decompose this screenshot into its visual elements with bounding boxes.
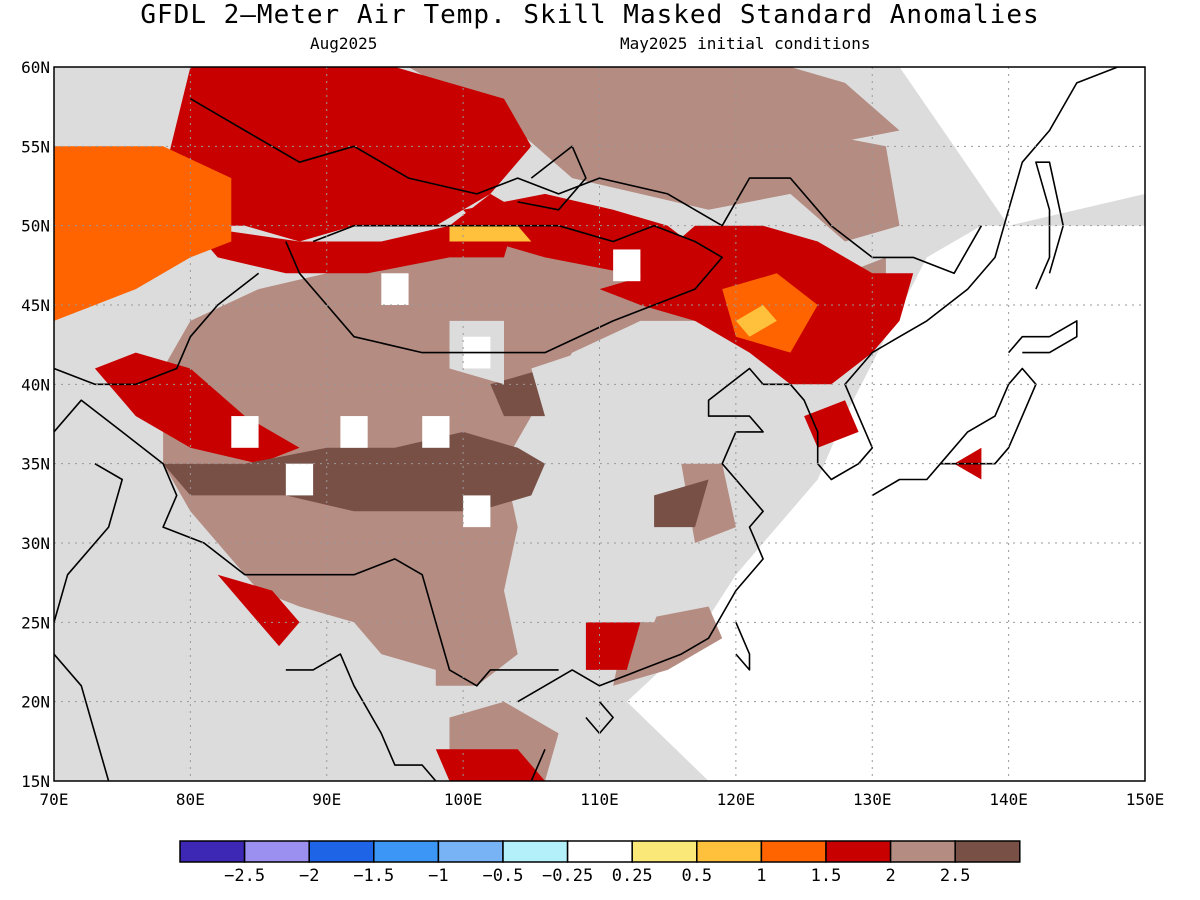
colorbar-label: 1.5 xyxy=(811,866,842,886)
colorbar-swatch xyxy=(760,840,827,863)
lat-label: 50N xyxy=(21,217,50,236)
ne-white-1 xyxy=(899,67,1145,226)
lat-label: 40N xyxy=(21,375,50,394)
dark-loess xyxy=(490,368,545,417)
coastline-9 xyxy=(585,701,614,735)
brown-north xyxy=(408,67,900,242)
coastline-2 xyxy=(285,224,724,354)
lon-label: 70E xyxy=(40,790,69,809)
colorbar-swatch xyxy=(631,840,698,863)
colorbar-swatch xyxy=(179,840,246,863)
red-kazakhstan xyxy=(163,67,532,242)
gold-mongolia xyxy=(449,225,532,242)
red-west-mongolia xyxy=(190,193,518,274)
colorbar-swatch xyxy=(502,840,569,863)
colorbar-label: −2 xyxy=(299,866,319,886)
sea-of-japan-white xyxy=(858,273,1009,480)
plot-frame xyxy=(53,66,1146,782)
colorbar-swatch xyxy=(243,840,310,863)
colorbar-swatch xyxy=(308,840,375,863)
coastline-5 xyxy=(54,463,123,623)
colorbar-swatch xyxy=(566,840,633,863)
coastline-4 xyxy=(54,399,559,687)
lat-label: 60N xyxy=(21,58,50,77)
map-title: GFDL 2—Meter Air Temp. Skill Masked Stan… xyxy=(140,0,1040,30)
coastline-12 xyxy=(1007,320,1078,354)
colorbar-swatch xyxy=(825,840,892,863)
hole-0 xyxy=(613,249,641,282)
coastline-1 xyxy=(517,145,587,211)
colorbar-swatch xyxy=(437,840,504,863)
brown-southchina xyxy=(613,606,723,686)
red-burma xyxy=(435,749,545,781)
lat-label: 20N xyxy=(21,693,50,712)
graticule xyxy=(54,67,1145,781)
hole-3 xyxy=(422,416,450,448)
lon-label: 130E xyxy=(853,790,892,809)
hole-4 xyxy=(463,495,491,528)
lon-label: 80E xyxy=(176,790,205,809)
lon-label: 140E xyxy=(989,790,1028,809)
brown-north-east xyxy=(626,67,900,147)
colorbar-label: −0.5 xyxy=(483,866,524,886)
masked-south-china xyxy=(517,527,682,623)
masked-indochina xyxy=(354,654,436,781)
dark-east-china xyxy=(654,479,709,528)
orange-west xyxy=(54,146,232,321)
colorbar-label: −1 xyxy=(428,866,448,886)
colorbar-label: 2 xyxy=(885,866,895,886)
lon-label: 90E xyxy=(312,790,341,809)
coastline-10 xyxy=(735,621,751,671)
colorbar-label: 2.5 xyxy=(940,866,971,886)
coastline-14 xyxy=(529,748,546,781)
hole-1 xyxy=(231,416,259,448)
colorbar-swatch xyxy=(954,840,1021,863)
lat-label: 45N xyxy=(21,296,50,315)
lon-label: 100E xyxy=(444,790,483,809)
latitude-labels: 60N 55N 50N 45N 40N 35N 30N 25N 20N 15N xyxy=(21,58,50,791)
coastline-11 xyxy=(871,367,1037,497)
lat-label: 30N xyxy=(21,534,50,553)
colorbar-swatch xyxy=(696,840,763,863)
coastline-3 xyxy=(54,272,260,386)
masked-india xyxy=(54,479,300,781)
lat-label: 35N xyxy=(21,455,50,474)
ocean-white xyxy=(626,225,1145,781)
lon-label: 120E xyxy=(717,790,756,809)
lon-label: 110E xyxy=(580,790,619,809)
masked-north-china xyxy=(531,336,695,432)
gold-manchuria xyxy=(735,305,777,337)
target-month: Aug2025 xyxy=(310,34,378,53)
lon-label: 150E xyxy=(1126,790,1165,809)
initial-conditions: May2025 initial conditions xyxy=(620,34,871,53)
hole-2 xyxy=(340,416,368,448)
orange-manchuria xyxy=(722,273,818,353)
coastline-6 xyxy=(54,653,110,781)
lat-label: 15N xyxy=(21,772,50,791)
colorbar-swatch xyxy=(373,840,440,863)
colorbar-label: 1 xyxy=(756,866,766,886)
colorbar-label: 0.25 xyxy=(612,866,653,886)
lat-label: 55N xyxy=(21,137,50,156)
dark-tibet xyxy=(163,431,545,512)
colorbar-label: −2.5 xyxy=(224,866,265,886)
hole-5 xyxy=(285,463,314,496)
coastline-0 xyxy=(189,98,983,275)
longitude-labels: 70E 80E 90E 100E 110E 120E 130E 140E 150E xyxy=(40,790,1165,809)
coastlines xyxy=(54,67,1145,781)
colorbar-label: −0.25 xyxy=(542,866,593,886)
hole-6 xyxy=(381,273,409,305)
colorbar-label: −1.5 xyxy=(353,866,394,886)
anomaly-field xyxy=(54,67,1145,781)
colorbar-label: 0.5 xyxy=(681,866,712,886)
colorbar-swatch xyxy=(889,840,956,863)
coastline-7 xyxy=(285,653,437,781)
lat-label: 25N xyxy=(21,613,50,632)
colorbar: −2.5 −2 −1.5 −1 −0.5 −0.25 0.25 0.5 1 1.5 2 2.5 xyxy=(179,840,1021,886)
